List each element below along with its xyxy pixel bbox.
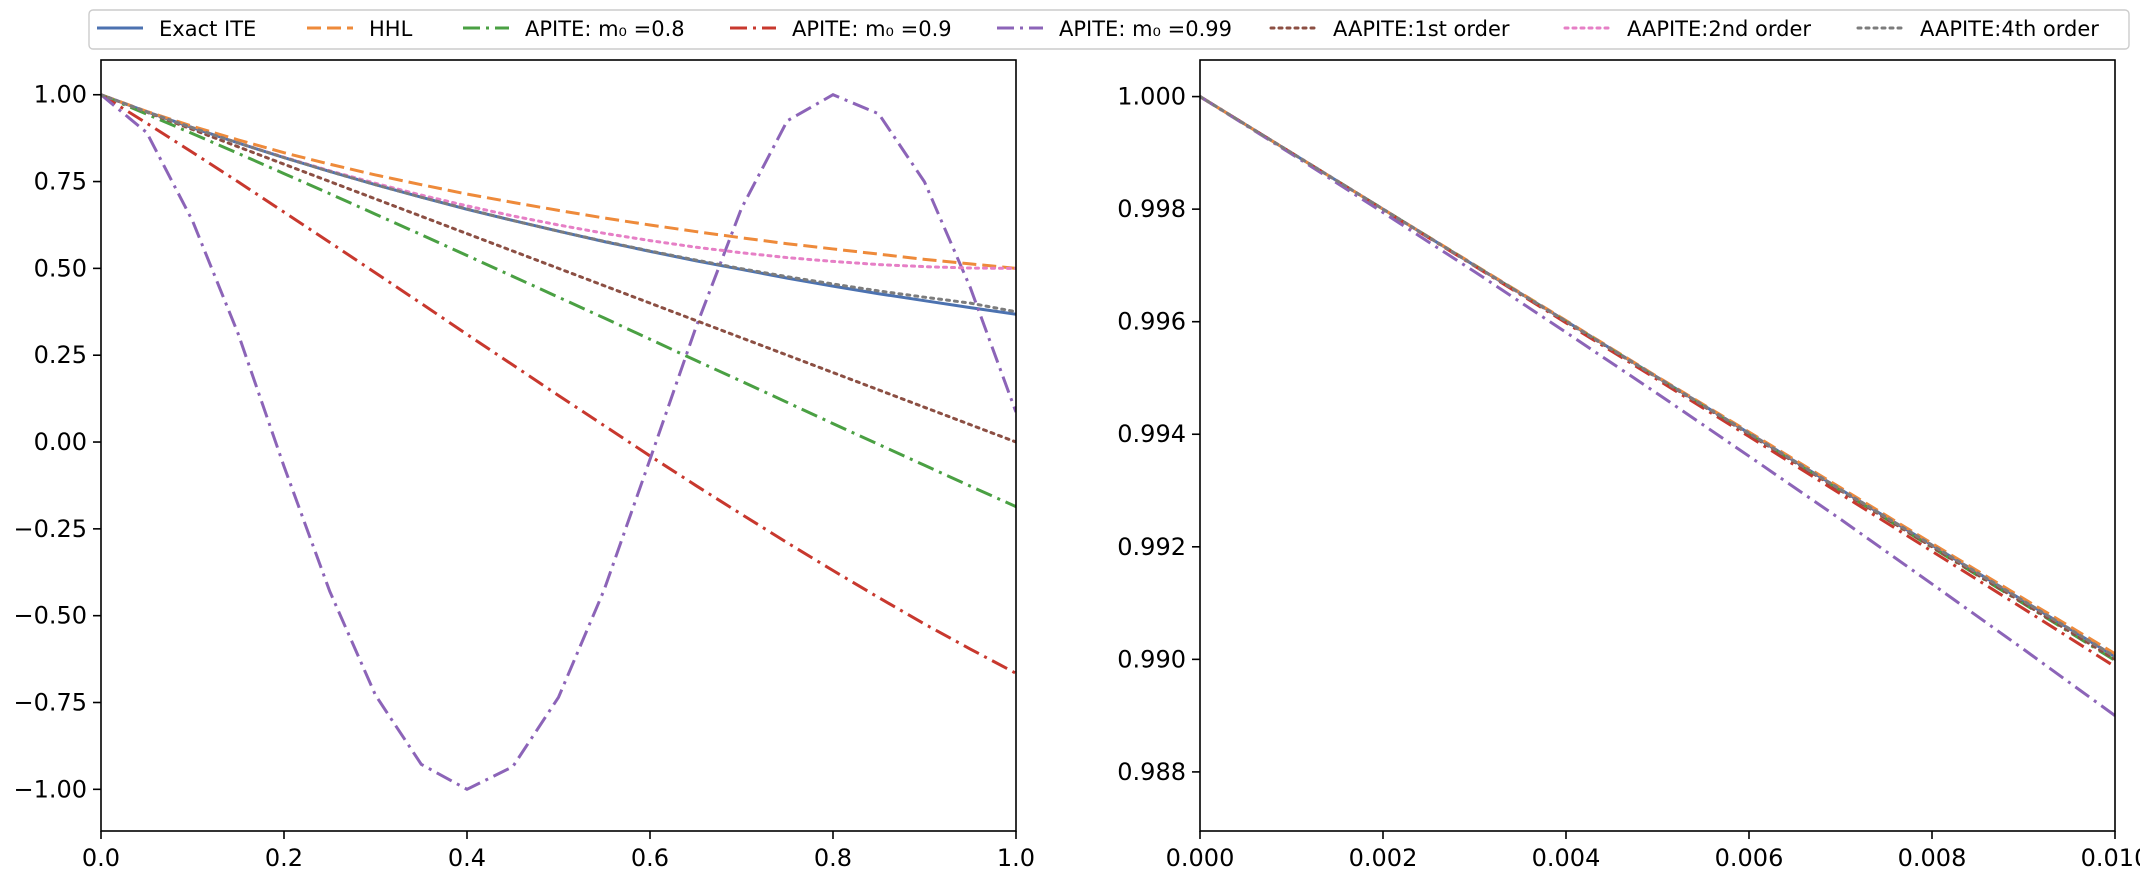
right-x-tick-label: 0.008 (1898, 844, 1967, 872)
right-chart-y-axis: 0.988 0.990 0.992 0.994 0.996 0.998 1.000 (1117, 83, 1200, 786)
legend-label-apite09: APITE: m₀ =0.9 (792, 17, 952, 41)
left-series-apite09 (101, 93, 1016, 675)
right-x-tick-label: 0.004 (1532, 844, 1601, 872)
legend-label-exact: Exact ITE (159, 17, 256, 41)
right-y-tick-label: 0.994 (1117, 420, 1186, 448)
left-x-tick-label: 0.0 (82, 844, 120, 872)
right-y-tick-label: 0.990 (1117, 645, 1186, 673)
right-series-hhl (1200, 95, 2115, 656)
right-x-tick-label: 0.006 (1715, 844, 1784, 872)
right-series-apite099 (1200, 95, 2115, 717)
legend-label-hhl: HHL (369, 17, 413, 41)
left-y-tick-label: 1.00 (34, 81, 87, 109)
left-x-tick-label: 0.8 (814, 844, 852, 872)
right-y-tick-label: 0.998 (1117, 195, 1186, 223)
right-y-tick-label: 0.988 (1117, 758, 1186, 786)
left-x-tick-label: 0.4 (448, 844, 486, 872)
legend: Exact ITE HHL APITE: m₀ =0.8 APITE: m₀ =0.9… (88, 9, 2130, 50)
legend-label-aapite4: AAPITE:4th order (1920, 17, 2099, 41)
left-chart-y-axis: −1.00 −0.75 −0.50 −0.25 0.00 0.25 0.50 0.75 1.00 (13, 81, 101, 803)
right-chart-series-layer (1200, 95, 2115, 717)
left-y-tick-label: 0.75 (34, 168, 87, 196)
right-chart-x-axis: 0.000 0.002 0.004 0.006 0.008 0.010 (1166, 831, 2140, 872)
left-y-tick-label: −0.25 (13, 515, 87, 543)
right-chart-frame (1199, 59, 2116, 832)
right-x-tick-label: 0.010 (2081, 844, 2140, 872)
legend-label-aapite1: AAPITE:1st order (1333, 17, 1510, 41)
left-series-aapite1 (101, 93, 1016, 444)
left-y-tick-label: −0.75 (13, 689, 87, 717)
right-y-tick-label: 1.000 (1117, 83, 1186, 111)
legend-label-apite099: APITE: m₀ =0.99 (1059, 17, 1232, 41)
left-y-tick-label: −0.50 (13, 602, 87, 630)
left-y-tick-label: 0.25 (34, 341, 87, 369)
left-y-tick-label: −1.00 (13, 775, 87, 803)
right-x-tick-label: 0.000 (1166, 844, 1235, 872)
right-series-aapite4 (1200, 95, 2115, 659)
left-y-tick-label: 0.50 (34, 254, 87, 282)
left-series-hhl (101, 93, 1016, 270)
right-x-tick-label: 0.002 (1349, 844, 1418, 872)
left-y-tick-label: 0.00 (34, 428, 87, 456)
left-chart-frame (100, 59, 1017, 832)
left-x-tick-label: 0.2 (265, 844, 303, 872)
left-chart: 0.0 0.2 0.4 0.6 0.8 1.0 −1.00 −0.75 −0.50 −0.25 0… (13, 59, 1035, 872)
legend-box (88, 9, 2130, 50)
left-chart-series-layer (101, 93, 1016, 792)
left-series-apite099 (101, 93, 1016, 792)
left-x-tick-label: 1.0 (997, 844, 1035, 872)
right-chart: 0.000 0.002 0.004 0.006 0.008 0.010 0.988 0.99… (1117, 59, 2140, 872)
left-x-tick-label: 0.6 (631, 844, 669, 872)
right-y-tick-label: 0.996 (1117, 308, 1186, 336)
left-chart-x-axis: 0.0 0.2 0.4 0.6 0.8 1.0 (82, 831, 1035, 872)
right-y-tick-label: 0.992 (1117, 533, 1186, 561)
left-series-apite08 (101, 93, 1016, 508)
legend-label-aapite2: AAPITE:2nd order (1627, 17, 1811, 41)
left-series-aapite4 (101, 93, 1016, 314)
legend-label-apite08: APITE: m₀ =0.8 (525, 17, 685, 41)
